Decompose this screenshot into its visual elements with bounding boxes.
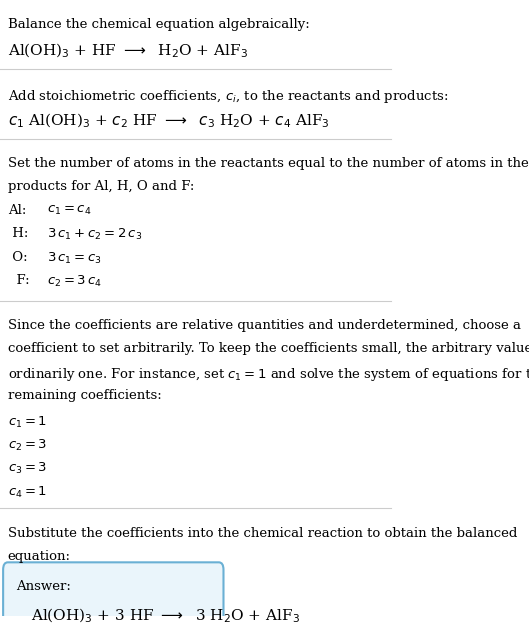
Text: $3\,c_1 + c_2 = 2\,c_3$: $3\,c_1 + c_2 = 2\,c_3$ [47, 227, 142, 243]
Text: O:: O: [8, 251, 28, 264]
Text: Add stoichiometric coefficients, $c_i$, to the reactants and products:: Add stoichiometric coefficients, $c_i$, … [8, 88, 448, 105]
Text: $c_2 = 3$: $c_2 = 3$ [8, 438, 47, 453]
Text: products for Al, H, O and F:: products for Al, H, O and F: [8, 181, 194, 193]
Text: coefficient to set arbitrarily. To keep the coefficients small, the arbitrary va: coefficient to set arbitrarily. To keep … [8, 342, 529, 356]
Text: Al:: Al: [8, 204, 26, 217]
Text: $c_1 = c_4$: $c_1 = c_4$ [47, 204, 92, 217]
Text: $c_2 = 3\,c_4$: $c_2 = 3\,c_4$ [47, 274, 102, 289]
Text: Set the number of atoms in the reactants equal to the number of atoms in the: Set the number of atoms in the reactants… [8, 157, 528, 170]
Text: $c_4 = 1$: $c_4 = 1$ [8, 485, 47, 500]
Text: $3\,c_1 = c_3$: $3\,c_1 = c_3$ [47, 251, 102, 266]
Text: Al(OH)$_3$ + HF $\longrightarrow$  H$_2$O + AlF$_3$: Al(OH)$_3$ + HF $\longrightarrow$ H$_2$O… [8, 42, 248, 60]
Text: $c_1 = 1$: $c_1 = 1$ [8, 414, 47, 429]
Text: equation:: equation: [8, 550, 71, 563]
FancyBboxPatch shape [3, 562, 223, 627]
Text: H:: H: [8, 227, 28, 240]
Text: Substitute the coefficients into the chemical reaction to obtain the balanced: Substitute the coefficients into the che… [8, 527, 517, 540]
Text: ordinarily one. For instance, set $c_1 = 1$ and solve the system of equations fo: ordinarily one. For instance, set $c_1 =… [8, 366, 529, 383]
Text: Balance the chemical equation algebraically:: Balance the chemical equation algebraica… [8, 18, 309, 31]
Text: F:: F: [8, 274, 30, 287]
Text: $c_1$ Al(OH)$_3$ + $c_2$ HF $\longrightarrow$  $c_3$ H$_2$O + $c_4$ AlF$_3$: $c_1$ Al(OH)$_3$ + $c_2$ HF $\longrighta… [8, 111, 330, 130]
Text: $c_3 = 3$: $c_3 = 3$ [8, 461, 47, 477]
Text: Since the coefficients are relative quantities and underdetermined, choose a: Since the coefficients are relative quan… [8, 319, 521, 332]
Text: Answer:: Answer: [16, 579, 70, 593]
Text: remaining coefficients:: remaining coefficients: [8, 389, 161, 403]
Text: Al(OH)$_3$ + 3 HF $\longrightarrow$  3 H$_2$O + AlF$_3$: Al(OH)$_3$ + 3 HF $\longrightarrow$ 3 H$… [31, 606, 300, 625]
